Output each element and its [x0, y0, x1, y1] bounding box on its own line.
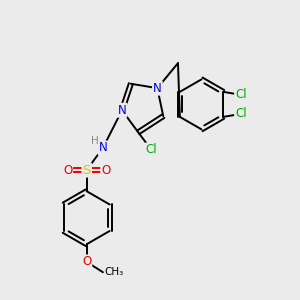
Text: S: S: [82, 164, 91, 176]
Text: CH₃: CH₃: [104, 267, 124, 277]
Text: O: O: [63, 164, 72, 176]
Text: H: H: [91, 136, 98, 146]
Text: N: N: [98, 141, 107, 154]
Text: O: O: [101, 164, 110, 176]
Text: Cl: Cl: [146, 143, 157, 157]
Text: N: N: [153, 82, 162, 95]
Text: Cl: Cl: [235, 107, 247, 120]
Text: O: O: [82, 255, 91, 268]
Text: N: N: [118, 104, 126, 117]
Text: Cl: Cl: [235, 88, 247, 101]
